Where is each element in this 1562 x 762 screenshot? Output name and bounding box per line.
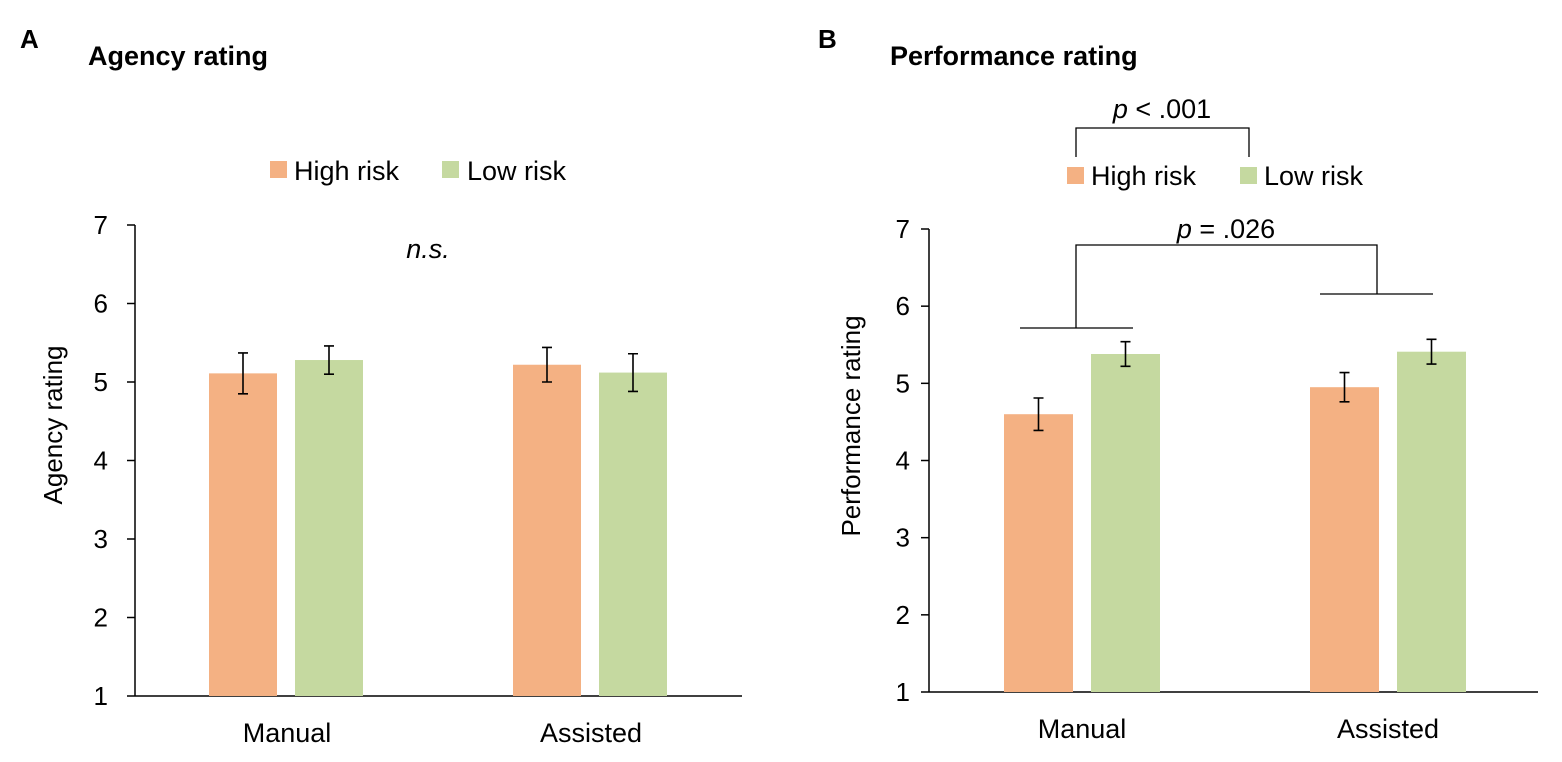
panel-a-error-bars: [238, 345, 638, 395]
panel-a-category-labels: Manual Assisted: [243, 718, 642, 748]
panel-b-title: Performance rating: [890, 41, 1138, 71]
category-label-manual: Manual: [243, 718, 332, 748]
y-tick-label: 6: [94, 289, 108, 319]
panel-a-ns-annotation: n.s.: [406, 234, 450, 264]
legend-swatch-high-risk: [1067, 167, 1084, 184]
y-tick-label: 1: [896, 677, 910, 707]
y-tick-label: 7: [896, 214, 910, 244]
error-bar: [628, 352, 638, 393]
legend-label-low-risk: Low risk: [1264, 161, 1364, 191]
panel-b: B Performance rating p < .001 High risk …: [818, 24, 1538, 744]
panel-b-y-axis-label: Performance rating: [836, 315, 866, 536]
error-bar: [1033, 397, 1044, 432]
error-bar: [1426, 338, 1437, 365]
panel-b-letter: B: [818, 24, 837, 54]
bar-manual-high-risk: [1004, 414, 1073, 692]
category-label-assisted: Assisted: [540, 718, 642, 748]
y-tick-label: 5: [896, 368, 910, 398]
panel-b-y-ticks: 1 2 3 4 5 6 7: [896, 214, 929, 707]
bar-assisted-high-risk: [1310, 387, 1379, 692]
condition-comparison-p-value: p = .026: [1176, 214, 1275, 244]
y-tick-label: 4: [94, 446, 108, 476]
legend-swatch-low-risk: [1240, 167, 1257, 184]
y-tick-label: 6: [896, 291, 910, 321]
panel-b-category-labels: Manual Assisted: [1038, 714, 1439, 744]
legend-label-high-risk: High risk: [1091, 161, 1197, 191]
category-label-assisted: Assisted: [1337, 714, 1439, 744]
panel-a: A Agency rating High risk Low risk Agenc…: [20, 24, 742, 748]
legend-label-high-risk: High risk: [294, 156, 400, 186]
legend-label-low-risk: Low risk: [467, 156, 567, 186]
y-tick-label: 2: [896, 600, 910, 630]
bar-assisted-high-risk: [513, 364, 581, 696]
panel-b-error-bars: [1033, 338, 1437, 432]
y-tick-label: 5: [94, 367, 108, 397]
legend-swatch-low-risk: [442, 161, 459, 178]
bar-manual-high-risk: [209, 373, 277, 696]
legend-swatch-high-risk: [270, 161, 287, 178]
condition-comparison-bracket: [1020, 244, 1433, 329]
y-tick-label: 4: [896, 446, 910, 476]
error-bar: [238, 352, 248, 395]
panel-a-letter: A: [20, 24, 39, 54]
y-tick-label: 3: [94, 524, 108, 554]
bar-assisted-low-risk: [1397, 351, 1466, 692]
risk-comparison-bracket: [1075, 127, 1250, 157]
panel-b-bars: [1004, 351, 1466, 692]
y-tick-label: 1: [94, 681, 108, 711]
error-bar: [324, 345, 334, 375]
bar-assisted-low-risk: [599, 372, 667, 696]
error-bar: [542, 346, 552, 383]
y-tick-label: 7: [94, 210, 108, 240]
panel-a-y-axis-label: Agency rating: [38, 346, 68, 505]
panel-a-y-ticks: 1 2 3 4 5 6 7: [94, 210, 135, 711]
bar-manual-low-risk: [295, 360, 363, 696]
risk-comparison-p-value: p < .001: [1112, 94, 1211, 124]
y-tick-label: 3: [896, 523, 910, 553]
error-bar: [1339, 371, 1350, 403]
y-tick-label: 2: [94, 603, 108, 633]
panel-a-bars: [209, 360, 667, 696]
error-bar: [1120, 340, 1131, 368]
bar-manual-low-risk: [1091, 354, 1160, 692]
panel-a-title: Agency rating: [88, 41, 268, 71]
category-label-manual: Manual: [1038, 714, 1127, 744]
